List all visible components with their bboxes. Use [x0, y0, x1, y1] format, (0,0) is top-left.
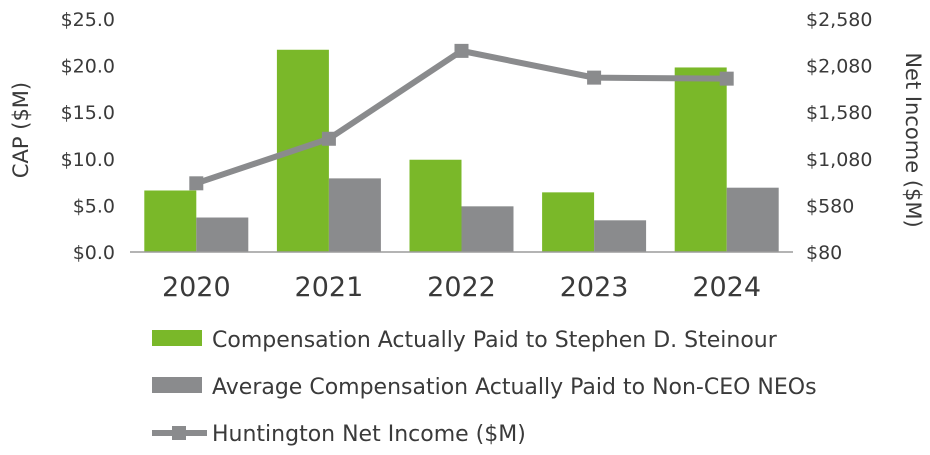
bar-ceo-cap — [409, 159, 462, 252]
left-axis-ticks: $25.0 $20.0 $15.0 $10.0 $5.0 $0.0 — [61, 9, 115, 264]
right-axis-ticks: $2,580 $2,080 $1,580 $1,080 $580 $80 — [806, 9, 872, 264]
right-axis-tick-label: $1,080 — [806, 149, 872, 171]
legend: Compensation Actually Paid to Stephen D.… — [152, 328, 817, 447]
bar-ceo-cap — [144, 190, 197, 252]
legend-label-neo: Average Compensation Actually Paid to No… — [212, 375, 817, 400]
right-axis-tick-label: $2,080 — [806, 56, 872, 78]
net-income-point — [454, 43, 469, 58]
right-axis-tick-label: $580 — [806, 195, 854, 217]
left-axis-tick-label: $5.0 — [73, 195, 115, 217]
net-income-line — [189, 43, 734, 191]
legend-marker-net-income — [172, 426, 186, 440]
bar-neo-avg-cap — [328, 178, 381, 252]
right-axis-tick-label: $2,580 — [806, 9, 872, 31]
left-axis-tick-label: $25.0 — [61, 9, 115, 31]
right-axis-tick-label: $1,580 — [806, 102, 872, 124]
net-income-point — [587, 70, 602, 85]
legend-label-net-income: Huntington Net Income ($M) — [212, 422, 526, 447]
net-income-point — [189, 176, 204, 191]
left-axis-tick-label: $20.0 — [61, 56, 115, 78]
x-axis-labels: 2020 2021 2022 2023 2024 — [162, 272, 761, 303]
legend-swatch-ceo — [152, 330, 202, 346]
x-category-label: 2022 — [427, 272, 496, 303]
bar-ceo-cap — [674, 67, 727, 253]
x-category-label: 2021 — [295, 272, 364, 303]
bars — [144, 49, 779, 253]
x-category-label: 2023 — [560, 272, 629, 303]
bar-neo-avg-cap — [726, 187, 779, 252]
x-category-label: 2020 — [162, 272, 231, 303]
left-axis-title: CAP ($M) — [9, 82, 33, 178]
legend-swatch-neo — [152, 377, 202, 393]
bar-neo-avg-cap — [461, 206, 514, 252]
left-axis-tick-label: $15.0 — [61, 102, 115, 124]
bar-ceo-cap — [542, 192, 595, 252]
bar-neo-avg-cap — [594, 220, 647, 252]
left-axis-tick-label: $0.0 — [73, 242, 115, 264]
net-income-point — [719, 71, 734, 86]
left-axis-tick-label: $10.0 — [61, 149, 115, 171]
right-axis-tick-label: $80 — [806, 242, 842, 264]
net-income-point — [321, 131, 336, 146]
legend-label-ceo: Compensation Actually Paid to Stephen D.… — [212, 328, 778, 353]
bar-neo-avg-cap — [196, 217, 249, 252]
right-axis-title: Net Income ($M) — [901, 52, 925, 227]
x-category-label: 2024 — [692, 272, 761, 303]
